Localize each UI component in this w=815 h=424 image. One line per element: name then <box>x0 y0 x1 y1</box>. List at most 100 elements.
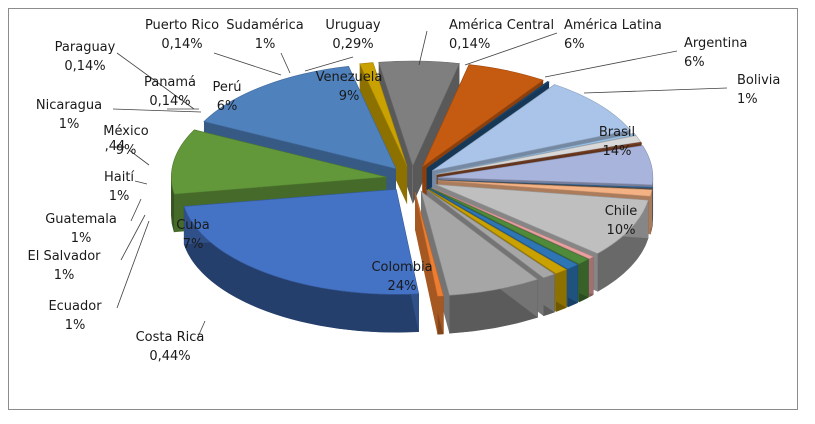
slice-labels: Colombia 24% Chile 10% Brasil 14% Bolivia 1% Arg… <box>28 18 781 364</box>
slice-ecuador <box>426 189 556 279</box>
slice-label: Argentina 6% <box>684 36 747 70</box>
slice-value: 6% <box>217 99 238 114</box>
slice-label: Nicaragua 1% <box>36 98 102 132</box>
slice-label: Brasil 14% <box>599 125 635 159</box>
slice-label: Chile 10% <box>605 204 638 238</box>
slice-value: 9% <box>116 143 137 158</box>
slice-value: 0,14% <box>449 37 490 52</box>
slice-label: Bolivia 1% <box>737 73 780 107</box>
leader-line <box>213 52 282 76</box>
slice-name: El Salvador <box>28 249 102 264</box>
slice-value: 14% <box>603 144 632 159</box>
slice-colombia <box>183 189 420 295</box>
slice-name: Puerto Rico <box>145 18 219 33</box>
slice-value: 1% <box>54 268 75 283</box>
slice-name: Haití <box>104 170 134 185</box>
slice-sudamérica <box>436 135 642 175</box>
slice-name: Panamá <box>144 75 196 90</box>
slice-uruguay <box>435 133 637 175</box>
slice-name: Venezuela <box>316 70 383 85</box>
slice-label: Venezuela 9% <box>316 70 383 104</box>
slice-argentina <box>378 60 460 167</box>
slice-name: Bolivia <box>737 73 780 88</box>
slice-name: Uruguay <box>325 18 381 33</box>
leader-line <box>304 56 354 72</box>
slice-guatemala <box>429 188 579 270</box>
slice-nicaragua <box>437 180 653 197</box>
slice-name: Perú <box>213 80 242 95</box>
slice-value: 1% <box>109 189 130 204</box>
leader-line <box>583 87 728 94</box>
leader-line <box>128 149 150 166</box>
slice-unnamed <box>431 187 595 260</box>
slice-label: Panamá 0,14% <box>144 75 196 109</box>
slice-label: Guatemala 1% <box>45 212 117 246</box>
leader-line <box>196 320 206 340</box>
slice-name: Ecuador <box>48 299 102 314</box>
slice-name: Guatemala <box>45 212 117 227</box>
slice-label: México 9% <box>103 124 148 158</box>
slice-name: Cuba <box>176 218 210 233</box>
slice-value: 1% <box>59 117 80 132</box>
slice-name: América Latina <box>564 18 662 33</box>
slice-name: Chile <box>605 204 638 219</box>
slice-name: México <box>103 124 148 139</box>
slice-cuba <box>420 190 539 296</box>
leader-line <box>116 52 195 110</box>
leader-lines <box>112 30 728 340</box>
slice-value: 9% <box>339 89 360 104</box>
leader-line <box>134 180 148 185</box>
chart-frame: Colombia 24% Chile 10% Brasil 14% Bolivia 1% Arg… <box>8 8 798 410</box>
slice-méxico <box>435 184 649 254</box>
slice-value: 1% <box>255 37 276 52</box>
slice-américa-central <box>426 81 550 169</box>
slice-label: Costa Rica 0,44% <box>136 330 205 364</box>
slice-label: América Latina 6% <box>564 18 662 52</box>
slice-brasil <box>203 66 397 170</box>
slice-label: El Salvador 1% <box>28 249 102 283</box>
slice-cut-face <box>415 191 438 335</box>
slice-label: Uruguay 0,29% <box>325 18 381 52</box>
slice-label: Colombia 24% <box>371 260 432 294</box>
slice-value: 6% <box>684 55 705 70</box>
slice-value: 1% <box>65 318 86 333</box>
slice-américa-latina <box>421 64 544 168</box>
slice-name: Colombia <box>371 260 432 275</box>
slice-name: Paraguay <box>55 40 116 55</box>
slice-name: Nicaragua <box>36 98 102 113</box>
slice-label: Puerto Rico 0,14% <box>145 18 219 52</box>
slice-bolivia <box>359 62 408 167</box>
slice-puerto-rico <box>436 141 643 176</box>
slice-value: 7% <box>183 237 204 252</box>
slice-value: 24% <box>388 279 417 294</box>
pie-chart: Colombia 24% Chile 10% Brasil 14% Bolivia 1% Arg… <box>28 18 781 364</box>
slice-venezuela <box>432 84 631 172</box>
slice-label: Sudamérica 1% <box>226 18 303 52</box>
slice-value: 0,44% <box>149 349 190 364</box>
slice-label: Paraguay 0,14% <box>55 40 116 74</box>
slice-haití <box>430 187 590 265</box>
slice-value: 0,29% <box>332 37 373 52</box>
slice-chile <box>171 129 387 195</box>
leader-line <box>112 108 202 113</box>
slice-name: Argentina <box>684 36 747 51</box>
leader-line <box>280 52 291 74</box>
slice-label: Ecuador 1% <box>48 299 102 333</box>
slice-value: 6% <box>564 37 585 52</box>
leader-line <box>130 198 142 222</box>
slice-label: América Central 0,14% <box>449 18 554 52</box>
slice-label: Haití 1% <box>104 170 134 204</box>
slice-perú <box>437 145 654 186</box>
slice-value: 1% <box>737 92 758 107</box>
leader-line <box>116 220 150 309</box>
slice-value: 10% <box>607 223 636 238</box>
slice-label: Perú 6% <box>213 80 242 114</box>
slice-name: América Central <box>449 18 554 33</box>
slice-label: ,44 <box>105 139 126 154</box>
leader-line <box>544 50 678 78</box>
slice-value: 0,14% <box>64 59 105 74</box>
pie-tops <box>171 60 654 297</box>
slice-costa-rica <box>414 191 444 297</box>
slice-value: 0,14% <box>149 94 190 109</box>
slice-paraguay <box>437 179 653 190</box>
